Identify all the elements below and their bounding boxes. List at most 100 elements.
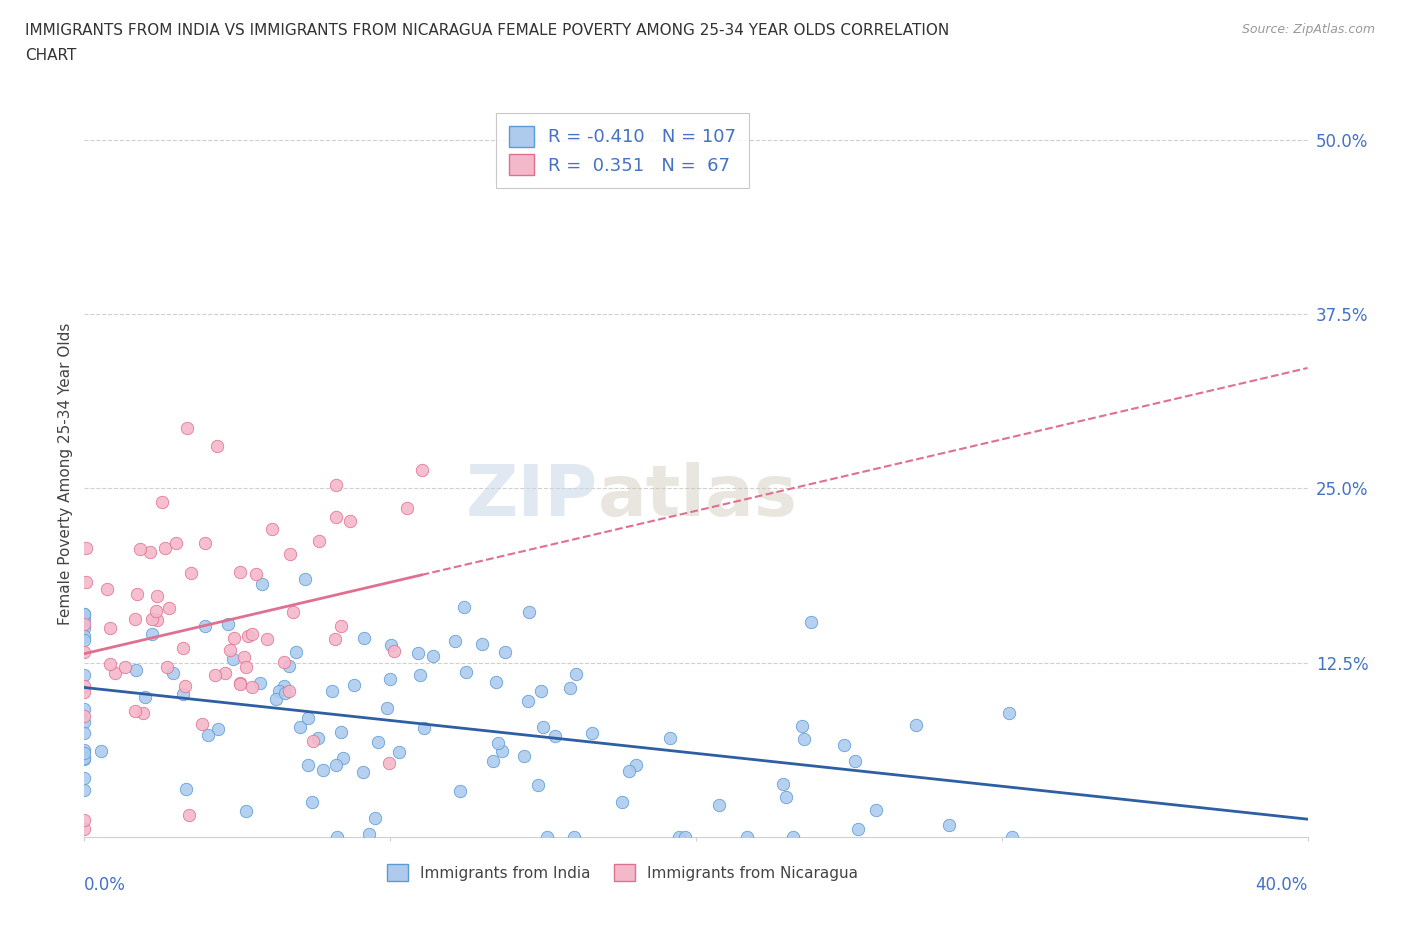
Point xyxy=(174,781,197,796)
Point xyxy=(409,668,432,683)
Point xyxy=(73,629,96,644)
Point xyxy=(673,830,696,844)
Point xyxy=(325,477,347,492)
Point xyxy=(267,684,290,698)
Point xyxy=(330,618,353,633)
Point xyxy=(273,679,295,694)
Point xyxy=(155,540,177,555)
Text: CHART: CHART xyxy=(25,48,77,63)
Point xyxy=(232,649,254,664)
Point xyxy=(73,813,96,828)
Point xyxy=(125,587,148,602)
Point xyxy=(207,722,229,737)
Point xyxy=(73,668,96,683)
Point xyxy=(194,536,217,551)
Point xyxy=(865,803,887,817)
Point xyxy=(240,627,263,642)
Point xyxy=(162,665,184,680)
Point xyxy=(536,830,558,844)
Point xyxy=(73,783,96,798)
Point xyxy=(517,604,540,619)
Point xyxy=(73,611,96,626)
Point xyxy=(800,615,823,630)
Point xyxy=(565,667,588,682)
Point xyxy=(217,617,239,631)
Point xyxy=(531,719,554,734)
Point xyxy=(134,689,156,704)
Point xyxy=(73,606,96,621)
Point xyxy=(775,790,797,804)
Point xyxy=(482,754,505,769)
Point xyxy=(792,719,814,734)
Point xyxy=(194,618,217,633)
Point xyxy=(560,681,582,696)
Point xyxy=(364,810,387,825)
Point xyxy=(782,830,804,844)
Point xyxy=(98,657,121,671)
Point xyxy=(517,694,540,709)
Point xyxy=(273,685,295,700)
Point xyxy=(610,795,633,810)
Point xyxy=(283,604,305,619)
Point xyxy=(526,777,548,792)
Point xyxy=(378,755,401,770)
Point xyxy=(329,725,352,740)
Point xyxy=(145,604,167,618)
Point xyxy=(222,631,245,645)
Point xyxy=(834,737,856,752)
Y-axis label: Female Poverty Among 25-34 Year Olds: Female Poverty Among 25-34 Year Olds xyxy=(58,323,73,626)
Point xyxy=(297,711,319,725)
Point xyxy=(905,718,928,733)
Point xyxy=(307,730,329,745)
Point xyxy=(146,589,169,604)
Point xyxy=(626,757,648,772)
Point xyxy=(444,634,467,649)
Point xyxy=(98,621,121,636)
Point xyxy=(235,659,257,674)
Point xyxy=(278,684,301,698)
Point xyxy=(73,644,96,659)
Point xyxy=(90,744,112,759)
Point xyxy=(659,730,682,745)
Point xyxy=(73,742,96,757)
Point xyxy=(581,726,603,741)
Point xyxy=(378,671,401,686)
Point xyxy=(352,764,374,779)
Point xyxy=(413,720,436,735)
Point xyxy=(73,714,96,729)
Point xyxy=(494,644,516,659)
Point xyxy=(1001,830,1024,844)
Point xyxy=(735,830,758,844)
Point xyxy=(204,667,226,682)
Point xyxy=(353,631,375,645)
Point xyxy=(73,684,96,699)
Point xyxy=(343,678,366,693)
Point xyxy=(157,601,180,616)
Text: Source: ZipAtlas.com: Source: ZipAtlas.com xyxy=(1241,23,1375,36)
Point xyxy=(214,666,236,681)
Point xyxy=(73,821,96,836)
Point xyxy=(367,735,389,750)
Point xyxy=(73,606,96,621)
Point xyxy=(125,663,148,678)
Point xyxy=(486,736,509,751)
Point xyxy=(454,665,477,680)
Point xyxy=(380,637,402,652)
Point xyxy=(772,777,794,791)
Point xyxy=(73,751,96,766)
Point xyxy=(262,522,284,537)
Point xyxy=(997,705,1019,720)
Point xyxy=(132,705,155,720)
Point xyxy=(235,804,257,818)
Point xyxy=(278,546,301,561)
Point xyxy=(205,438,228,453)
Point xyxy=(668,830,690,844)
Point xyxy=(470,636,492,651)
Point xyxy=(139,545,162,560)
Point xyxy=(297,758,319,773)
Point xyxy=(141,627,163,642)
Point xyxy=(491,744,513,759)
Text: IMMIGRANTS FROM INDIA VS IMMIGRANTS FROM NICARAGUA FEMALE POVERTY AMONG 25-34 YE: IMMIGRANTS FROM INDIA VS IMMIGRANTS FROM… xyxy=(25,23,949,38)
Point xyxy=(321,684,343,698)
Point xyxy=(76,540,98,555)
